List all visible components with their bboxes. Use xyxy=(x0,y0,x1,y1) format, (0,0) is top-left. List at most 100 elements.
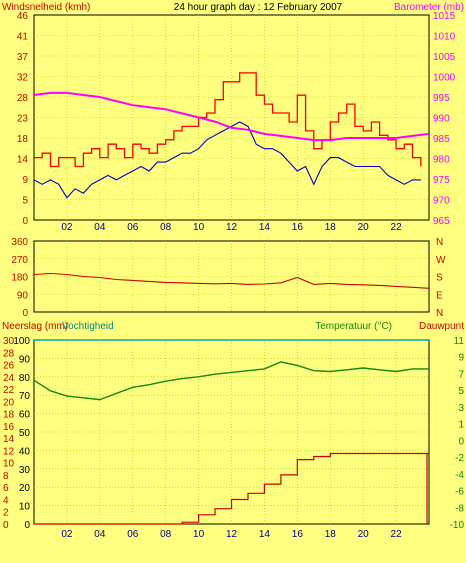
temperature-tick-label: 9 xyxy=(458,353,464,364)
rain-tick-label: 16 xyxy=(3,422,15,433)
temperature-tick-label: -6 xyxy=(455,487,464,498)
humidity-tick-label: 50 xyxy=(19,428,31,439)
humidity-tick-label: 10 xyxy=(19,502,31,513)
rain-x-tick-label: 10 xyxy=(193,529,205,540)
wind-x-tick-label: 02 xyxy=(61,222,73,233)
wind-tick-label: 5 xyxy=(22,196,28,207)
temperature-tick-label: 0 xyxy=(458,436,464,447)
temperature-tick-label: -10 xyxy=(450,520,465,531)
wind-axis-label: Windsnelheid (kmh) xyxy=(2,2,90,13)
rain-axis-label: Neerslag (mm) xyxy=(2,321,68,332)
rain-tick-label: 18 xyxy=(3,410,15,421)
rain-tick-label: 12 xyxy=(3,446,15,457)
direction-tick-label: 180 xyxy=(11,273,28,284)
wind-tick-label: 18 xyxy=(17,134,29,145)
rain-tick-label: 26 xyxy=(3,361,15,372)
wind-tick-label: 9 xyxy=(22,175,28,186)
rain-x-tick-label: 06 xyxy=(127,529,139,540)
rain-x-tick-label: 16 xyxy=(292,529,304,540)
barometer-series xyxy=(33,91,430,142)
rain-x-tick-label: 20 xyxy=(358,529,370,540)
barometer-tick-label: 1015 xyxy=(433,11,456,22)
temperature-series xyxy=(33,361,429,401)
rain-tick-label: 30 xyxy=(3,336,15,347)
wind-tick-label: 41 xyxy=(17,32,29,43)
rain-tick-label: 0 xyxy=(3,520,9,531)
barometer-tick-label: 985 xyxy=(433,134,450,145)
wind-x-tick-label: 18 xyxy=(325,222,337,233)
rain-x-tick-label: 08 xyxy=(160,529,172,540)
direction-tick-label: 270 xyxy=(11,255,28,266)
rain-tick-label: 10 xyxy=(3,459,15,470)
wind-gust-series xyxy=(34,72,422,168)
temperature-tick-label: 5 xyxy=(458,386,464,397)
barometer-tick-label: 970 xyxy=(433,196,450,207)
wind-tick-label: 28 xyxy=(17,93,29,104)
wind-tick-label: 23 xyxy=(17,114,29,125)
barometer-tick-label: 975 xyxy=(433,175,450,186)
humidity-tick-label: 80 xyxy=(19,373,31,384)
rain-series xyxy=(34,452,429,525)
dewpoint-axis-label: Dauwpunt xyxy=(419,321,464,332)
rain-x-tick-label: 14 xyxy=(259,529,271,540)
humidity-tick-label: 0 xyxy=(24,520,30,531)
barometer-tick-label: 965 xyxy=(433,216,450,227)
compass-label: N xyxy=(436,308,443,319)
rain-x-tick-label: 18 xyxy=(325,529,337,540)
compass-label: E xyxy=(436,290,443,301)
rain-humidity-temp-panel: 0246810121416182022242628300102030405060… xyxy=(3,336,464,540)
wind-tick-label: 37 xyxy=(17,52,29,63)
barometer-tick-label: 980 xyxy=(433,155,450,166)
direction-tick-label: 90 xyxy=(17,290,29,301)
wind-average-series xyxy=(33,121,421,199)
humidity-axis-label: Vochtigheid xyxy=(62,321,114,332)
humidity-tick-label: 90 xyxy=(19,354,31,365)
rain-tick-label: 2 xyxy=(3,508,9,519)
humidity-tick-label: 40 xyxy=(19,446,31,457)
direction-tick-label: 0 xyxy=(22,308,28,319)
wind-tick-label: 14 xyxy=(17,155,29,166)
rain-tick-label: 6 xyxy=(3,483,9,494)
temperature-tick-label: 7 xyxy=(458,369,464,380)
temperature-tick-label: -2 xyxy=(455,453,464,464)
barometer-tick-label: 990 xyxy=(433,114,450,125)
wind-tick-label: 32 xyxy=(17,73,29,84)
temperature-tick-label: -8 xyxy=(455,503,464,514)
direction-tick-label: 360 xyxy=(11,237,28,248)
wind-x-tick-label: 16 xyxy=(292,222,304,233)
wind-x-tick-label: 12 xyxy=(226,222,238,233)
barometer-tick-label: 1000 xyxy=(433,73,456,84)
wind-tick-label: 0 xyxy=(22,216,28,227)
wind-x-tick-label: 10 xyxy=(193,222,205,233)
rain-x-tick-label: 12 xyxy=(226,529,238,540)
wind-barometer-panel: 0 5 9 14 18 23 28 32 37 41 46 965 970 975 980 985 990 995… xyxy=(17,11,456,233)
temperature-tick-label: 11 xyxy=(454,336,465,347)
compass-label: W xyxy=(436,255,446,266)
temperature-tick-label: 3 xyxy=(458,403,464,414)
compass-label: S xyxy=(436,273,443,284)
wind-x-tick-label: 14 xyxy=(259,222,271,233)
rain-x-tick-label: 04 xyxy=(94,529,106,540)
temperature-tick-label: 1 xyxy=(458,420,464,431)
humidity-tick-label: 100 xyxy=(13,336,30,347)
wind-tick-label: 46 xyxy=(17,11,29,22)
rain-tick-label: 24 xyxy=(3,373,15,384)
humidity-tick-label: 30 xyxy=(19,465,31,476)
barometer-tick-label: 995 xyxy=(433,93,450,104)
wind-x-tick-label: 20 xyxy=(358,222,370,233)
rain-x-tick-label: 02 xyxy=(61,529,73,540)
wind-x-tick-label: 04 xyxy=(94,222,106,233)
rain-tick-label: 28 xyxy=(3,348,15,359)
wind-x-tick-label: 22 xyxy=(391,222,403,233)
rain-tick-label: 22 xyxy=(3,385,15,396)
humidity-tick-label: 70 xyxy=(19,391,31,402)
rain-tick-label: 20 xyxy=(3,397,15,408)
wind-x-tick-label: 08 xyxy=(160,222,172,233)
temperature-axis-label: Temperatuur (°C) xyxy=(315,321,392,332)
humidity-tick-label: 20 xyxy=(19,483,31,494)
barometer-tick-label: 1005 xyxy=(433,52,456,63)
wind-x-tick-label: 06 xyxy=(127,222,139,233)
rain-tick-label: 4 xyxy=(3,495,9,506)
